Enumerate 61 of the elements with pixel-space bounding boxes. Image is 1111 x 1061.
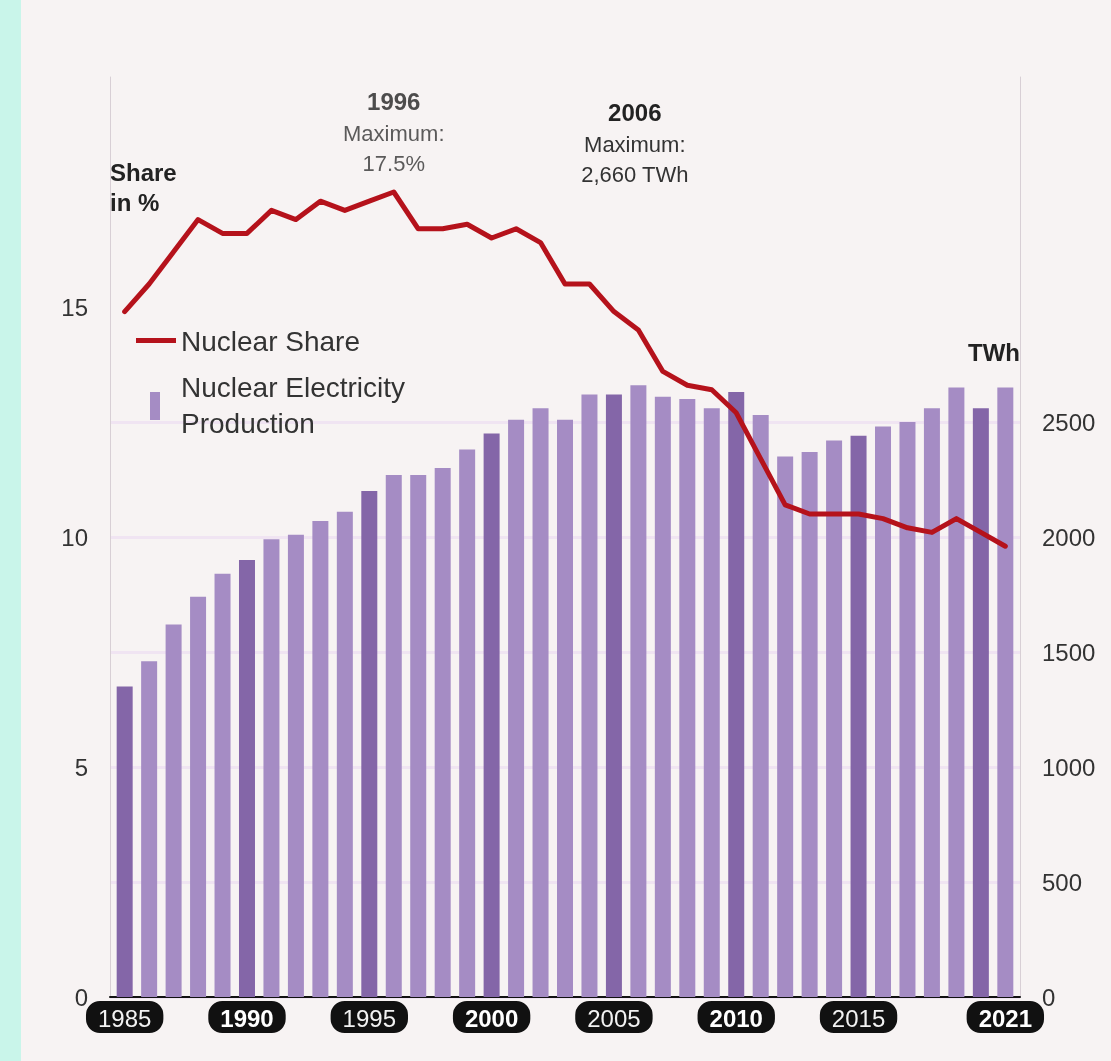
y-tick-label: 5 (74, 753, 88, 781)
y2-tick-label: 1000 (1042, 753, 1096, 781)
legend-label: Nuclear Electricity Production (181, 371, 413, 439)
bar (459, 449, 476, 997)
bar (483, 433, 500, 997)
y-axis-title: Share in % (110, 158, 177, 216)
bar (703, 408, 720, 997)
bar (238, 560, 255, 997)
bar (336, 511, 353, 997)
bar (557, 419, 573, 997)
x-tick-label: 2021 (978, 1004, 1033, 1032)
bar (654, 396, 671, 997)
bar (679, 399, 696, 997)
bar (899, 422, 916, 997)
x-tick-label: 2010 (709, 1004, 763, 1032)
bar (361, 491, 378, 997)
y-tick-label: 0 (74, 983, 88, 1011)
bar (728, 392, 745, 997)
y2-tick-label: 500 (1042, 868, 1083, 896)
bar (752, 415, 769, 997)
y2-tick-label: 2500 (1042, 408, 1096, 436)
y2-tick-label: 2000 (1042, 523, 1096, 551)
bar (214, 573, 231, 997)
bar (875, 426, 892, 997)
x-tick-label: 1990 (220, 1004, 274, 1032)
bar (312, 520, 329, 997)
bar (385, 474, 402, 997)
x-tick-label: 1995 (342, 1004, 396, 1032)
bar (850, 435, 867, 997)
y2-tick-label: 1500 (1042, 638, 1096, 666)
y2-axis-title: TWh (968, 338, 1020, 366)
bar (287, 534, 304, 997)
bar (508, 419, 525, 997)
annotation: 1996 Maximum: 17.5% (343, 87, 445, 176)
bar (997, 387, 1014, 997)
bar (410, 474, 427, 997)
bar (190, 596, 207, 997)
bar (263, 539, 280, 997)
x-tick-label: 2000 (464, 1004, 519, 1032)
bar (605, 394, 622, 997)
annotation: 2006 Maximum: 2,660 TWh (581, 98, 689, 187)
y2-tick-label: 0 (1042, 983, 1056, 1011)
bar (923, 408, 940, 997)
bar (165, 624, 182, 997)
legend-label: Nuclear Share (181, 325, 360, 357)
bar (972, 408, 989, 997)
bar (777, 456, 794, 997)
bar (532, 408, 549, 997)
bar (581, 394, 598, 997)
bar (141, 661, 158, 997)
bar (434, 468, 451, 997)
bar (826, 440, 843, 997)
bar (116, 686, 133, 997)
x-tick-label: 2015 (831, 1004, 886, 1032)
x-tick-label: 2005 (587, 1004, 641, 1032)
y-tick-label: 10 (61, 523, 88, 551)
bar (801, 451, 818, 997)
bar (630, 385, 647, 997)
x-tick-label: 1985 (97, 1004, 152, 1032)
bar (948, 387, 965, 997)
y-tick-label: 15 (61, 293, 88, 321)
